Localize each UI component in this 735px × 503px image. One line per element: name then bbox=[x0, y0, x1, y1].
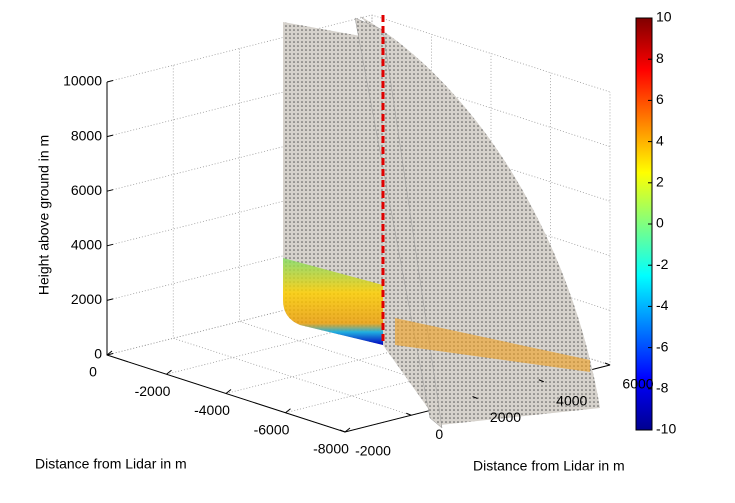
x-tick bbox=[106, 350, 113, 356]
z-tick bbox=[106, 80, 114, 83]
colorbar-tick-label: -10 bbox=[656, 421, 676, 437]
grid-line bbox=[239, 48, 478, 399]
y-tick bbox=[406, 412, 412, 416]
x-tick-label: -4000 bbox=[194, 402, 230, 418]
grid-line bbox=[172, 65, 412, 416]
z-tick-label: 4000 bbox=[71, 237, 102, 253]
z-tick-label: 2000 bbox=[71, 291, 102, 307]
colorbar-tick-label: -2 bbox=[656, 256, 669, 272]
x-tick bbox=[344, 427, 351, 433]
x-tick-label: 0 bbox=[89, 364, 97, 380]
colorbar-tick-label: -4 bbox=[656, 297, 669, 313]
z-tick-label: 10000 bbox=[63, 73, 102, 89]
y-tick-label: 6000 bbox=[622, 376, 653, 392]
z-tick bbox=[106, 243, 114, 247]
x-tick-label: -2000 bbox=[135, 383, 171, 399]
colorbar-tick-label: 0 bbox=[656, 215, 664, 231]
y-tick-label: 4000 bbox=[556, 392, 587, 408]
y-tick bbox=[604, 362, 611, 366]
z-tick bbox=[106, 189, 114, 192]
y-axis-label: Distance from Lidar in m bbox=[473, 458, 625, 474]
colorbar-tick-label: 4 bbox=[656, 132, 664, 148]
colorbar-tick-label: 8 bbox=[656, 50, 664, 66]
colorbar-tick-label: 2 bbox=[656, 174, 664, 190]
colorbar-tick-label: 10 bbox=[656, 9, 672, 25]
x-tick-label: -8000 bbox=[313, 441, 349, 457]
y-tick-label: 2000 bbox=[490, 409, 521, 425]
y-tick-label: -2000 bbox=[355, 443, 391, 459]
colorbar-tick-label: -8 bbox=[656, 380, 669, 396]
colorbar-tick-label: 6 bbox=[656, 91, 664, 107]
scan-band-left bbox=[283, 258, 383, 345]
scan-band-right bbox=[395, 318, 590, 372]
z-tick-label: 0 bbox=[94, 346, 102, 362]
x-axis-label: Distance from Lidar in m bbox=[35, 456, 187, 472]
y-tick bbox=[538, 379, 544, 383]
z-tick-label: 6000 bbox=[71, 182, 102, 198]
y-tick bbox=[339, 429, 346, 433]
x-tick bbox=[225, 389, 232, 394]
z-tick-label: 8000 bbox=[71, 127, 102, 143]
z-axis-label: Height above ground in m bbox=[36, 135, 52, 295]
x-tick bbox=[285, 408, 291, 414]
x-tick bbox=[166, 369, 172, 375]
z-tick bbox=[106, 134, 114, 138]
z-tick bbox=[106, 298, 114, 301]
scan-sheet-left bbox=[283, 22, 383, 345]
colorbar-tick-label: -6 bbox=[656, 338, 669, 354]
y-tick bbox=[472, 396, 478, 399]
y-tick-label: 0 bbox=[435, 426, 443, 442]
lidar-scans bbox=[283, 15, 600, 429]
x-tick-label: -6000 bbox=[254, 421, 290, 437]
